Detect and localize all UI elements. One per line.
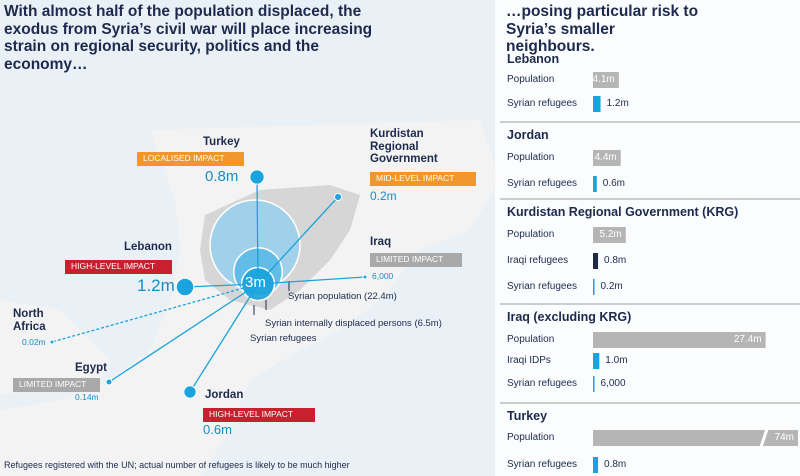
refugee-value: 1.2m bbox=[137, 276, 175, 295]
refugee-dot bbox=[175, 277, 195, 297]
row-label: Syrian refugees bbox=[507, 178, 578, 189]
bar bbox=[593, 457, 599, 473]
bar bbox=[593, 332, 766, 348]
bar-value: 4.1m bbox=[592, 74, 615, 85]
left-title: With almost half of the population displ… bbox=[4, 3, 373, 73]
refugee-value: 0.8m bbox=[205, 168, 239, 185]
row-label: Population bbox=[507, 74, 555, 85]
circle-label: Syrian population (22.4m) bbox=[288, 291, 397, 302]
bar bbox=[593, 227, 626, 243]
connector bbox=[256, 176, 259, 285]
bar bbox=[593, 72, 619, 88]
circle-value: 3m bbox=[245, 274, 266, 291]
row-label: Population bbox=[507, 152, 555, 163]
row-label: Syrian refugees bbox=[507, 281, 578, 292]
impact-label: HIGH-LEVEL IMPACT bbox=[71, 261, 156, 271]
country-name: Egypt bbox=[75, 362, 107, 374]
row-label: Syrian refugees bbox=[507, 98, 578, 109]
row-label: Population bbox=[507, 229, 555, 240]
impact-box bbox=[137, 152, 244, 166]
bar-value: 1.0m bbox=[605, 355, 628, 366]
country-name: North Africa bbox=[13, 308, 46, 333]
panel-title: Lebanon bbox=[507, 52, 560, 66]
panel-title: Turkey bbox=[507, 409, 548, 423]
impact-box bbox=[370, 172, 476, 186]
panel-title: Iraq (excluding KRG) bbox=[507, 310, 632, 324]
panel-title: Kurdistan Regional Government (KRG) bbox=[507, 205, 739, 219]
country-name: Kurdistan Regional Government bbox=[370, 128, 438, 166]
impact-label: MID-LEVEL IMPACT bbox=[376, 173, 455, 183]
impact-box bbox=[13, 378, 100, 392]
row-label: Iraqi refugees bbox=[507, 255, 569, 266]
country-name: Lebanon bbox=[124, 241, 172, 253]
refugee-dot bbox=[362, 274, 368, 280]
country-name: Iraq bbox=[370, 236, 392, 248]
refugee-dot bbox=[333, 192, 343, 202]
refugee-dot bbox=[183, 385, 197, 399]
refugee-value: 0.14m bbox=[75, 392, 99, 402]
bar bbox=[593, 376, 595, 392]
connector bbox=[184, 283, 259, 288]
row-label: Syrian refugees bbox=[507, 378, 578, 389]
bar bbox=[593, 279, 595, 295]
bar-value: 6,000 bbox=[600, 378, 626, 389]
panel-title: Jordan bbox=[507, 128, 549, 142]
connector bbox=[108, 283, 259, 383]
bar bbox=[593, 176, 597, 192]
refugee-value: 6,000 bbox=[372, 271, 394, 281]
refugee-dot bbox=[105, 378, 113, 386]
bar-value: 1.2m bbox=[606, 98, 629, 109]
refugee-dot bbox=[49, 339, 55, 345]
connector bbox=[257, 276, 366, 285]
row-label: Syrian refugees bbox=[507, 459, 578, 470]
axis-break bbox=[759, 428, 769, 448]
right-panel bbox=[495, 0, 800, 476]
impact-box bbox=[203, 408, 315, 422]
connector bbox=[189, 283, 259, 393]
bar bbox=[593, 430, 798, 446]
bar bbox=[593, 353, 600, 369]
circle-label: Syrian refugees bbox=[250, 333, 317, 344]
impact-label: HIGH-LEVEL IMPACT bbox=[209, 409, 294, 419]
bar-value: 27.4m bbox=[733, 334, 762, 345]
bar-value: 0.2m bbox=[600, 281, 623, 292]
impact-label: LIMITED IMPACT bbox=[19, 379, 87, 389]
footnote: Refugees registered with the UN; actual … bbox=[4, 460, 350, 470]
impact-box bbox=[65, 260, 172, 274]
impact-label: LOCALISED IMPACT bbox=[143, 153, 225, 163]
bar bbox=[593, 96, 601, 112]
bar bbox=[593, 150, 621, 166]
bar bbox=[593, 253, 599, 269]
bar-value: 0.8m bbox=[604, 459, 627, 470]
circle-label: Syrian internally displaced persons (6.5… bbox=[265, 318, 442, 329]
row-label: Population bbox=[507, 432, 555, 443]
impact-box bbox=[370, 253, 462, 267]
refugee-value: 0.2m bbox=[370, 189, 397, 203]
refugee-value: 0.6m bbox=[203, 422, 232, 437]
connector bbox=[51, 283, 259, 343]
bar-value: 74m bbox=[774, 432, 794, 443]
bar-value: 5.2m bbox=[599, 229, 622, 240]
row-label: Population bbox=[507, 334, 555, 345]
bar-value: 4.4m bbox=[594, 152, 617, 163]
refugee-value: 0.02m bbox=[22, 337, 46, 347]
country-name: Turkey bbox=[203, 136, 240, 148]
bar-value: 0.8m bbox=[604, 255, 627, 266]
row-label: Iraqi IDPs bbox=[507, 355, 551, 366]
refugee-dot bbox=[249, 169, 265, 185]
connector bbox=[257, 196, 339, 285]
bar-value: 0.6m bbox=[602, 178, 625, 189]
impact-label: LIMITED IMPACT bbox=[376, 254, 444, 264]
right-title: …posing particular risk to Syria’s small… bbox=[506, 3, 699, 55]
country-name: Jordan bbox=[205, 389, 244, 401]
land bbox=[0, 300, 110, 395]
